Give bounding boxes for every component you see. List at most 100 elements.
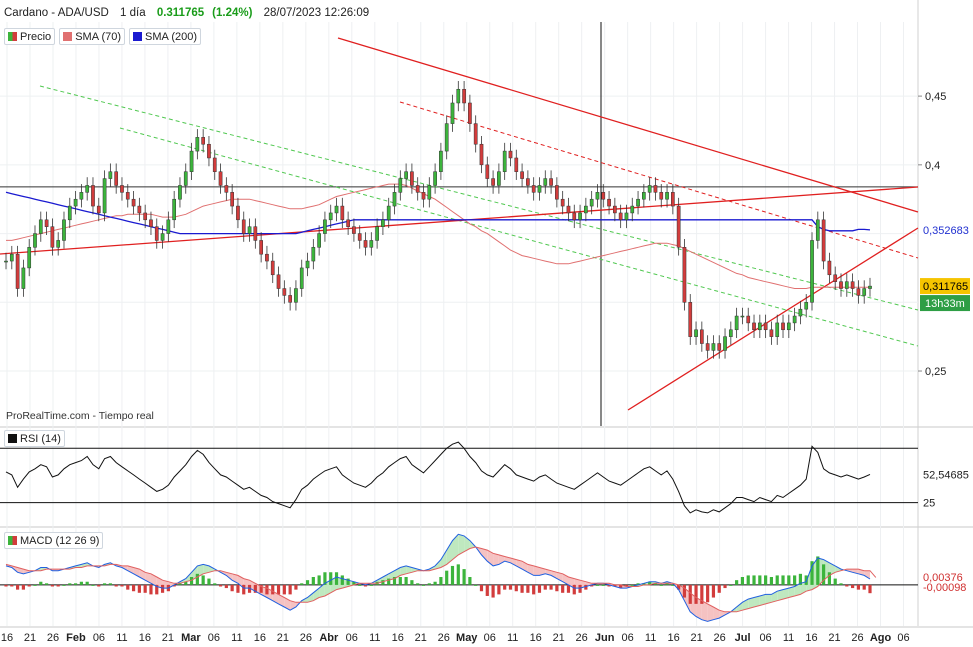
candle-body [369,240,374,248]
macd-fill [481,548,488,562]
candle-body [624,212,629,221]
x-tick-label: 11 [369,632,380,644]
x-tick-label: 16 [1,632,13,644]
macd-fill [446,540,453,565]
macd-fill [533,565,540,576]
candle-body [114,171,119,186]
candle-body [56,240,61,248]
candle-body [653,185,658,193]
macd-histogram-bar [497,584,501,595]
candle-body [323,219,327,234]
macd-histogram-bar [404,577,408,585]
x-tick-label: 06 [484,632,496,644]
y-tick-label: 0,4 [925,160,940,172]
macd-histogram-bar [358,584,362,586]
x-tick-label: 26 [300,632,312,644]
candle-body [804,302,809,310]
macd-histogram-bar [717,584,721,593]
x-tick-label: May [456,632,478,644]
legend-label: SMA (70) [75,30,122,43]
macd-fill [278,594,285,608]
macd-histogram-bar [102,583,107,585]
macd-histogram-bar [172,584,176,587]
macd-histogram-bar [224,584,228,589]
candle-body [752,322,756,331]
x-tick-label: 21 [828,632,840,644]
macd-histogram-bar [346,578,350,585]
macd-fill [498,554,505,565]
macd-histogram-bar [265,584,269,595]
macd-histogram-bar [810,561,814,585]
macd-histogram-bar [329,572,333,585]
x-tick-label: 26 [851,632,863,644]
macd-histogram-bar [781,575,785,585]
candle-body [508,150,513,159]
legend-item-price[interactable]: Precio [4,28,56,45]
x-tick-label: 21 [553,632,565,644]
timeframe-label[interactable]: 1 día [120,7,146,19]
macd-histogram-bar [73,583,78,585]
candle-body [21,267,26,289]
macd-histogram-bar [822,564,826,585]
timestamp: 28/07/2023 12:26:09 [263,7,370,19]
chart-header: Cardano - ADA/USD 1 día 0.311765 (1.24%) … [4,4,377,22]
macd-histogram-bar [218,584,223,587]
x-tick-label: 11 [231,632,242,644]
macd-histogram-bar [340,575,344,585]
candle-body [775,322,780,337]
candle-body [647,185,652,193]
x-tick-label: 26 [438,632,450,644]
candle-body [740,315,745,318]
candle-body [526,178,530,186]
rsi-title[interactable]: RSI (14) [4,430,65,447]
macd-histogram-bar [514,584,518,592]
x-tick-label: 06 [759,632,771,644]
candle-body [381,219,385,227]
macd-histogram-bar [619,584,623,589]
legend-item-sma70[interactable]: SMA (70) [59,28,126,45]
macd-histogram-bar [311,577,315,585]
candle-body [172,198,177,221]
candle-body [108,171,113,179]
candle-body [317,233,321,248]
downtrend-dashed-line [399,101,919,259]
macd-histogram-bar [816,556,820,585]
candle-body [671,192,675,207]
candle-body [462,88,466,104]
legend-item-sma200[interactable]: SMA (200) [129,28,202,45]
macd-histogram-bar [91,584,95,586]
candle-body [282,288,287,296]
legend-label: Precio [20,30,52,43]
macd-fill [510,558,517,566]
candle-body [827,260,832,276]
macd-histogram-bar [317,575,321,585]
macd-histogram-bar [648,581,652,585]
macd-histogram-bar [746,575,750,585]
candle-body [711,343,716,351]
candle-body [531,185,536,193]
candle-body [682,247,687,303]
x-tick-label: 21 [277,632,289,644]
macd-signal-line [5,546,877,613]
macd-fill [539,567,546,576]
macd-histogram-bar [276,584,281,595]
macd-histogram-bar [44,583,49,585]
candle-body [4,260,8,263]
x-tick-label: 06 [208,632,220,644]
macd-histogram-bar [62,584,66,586]
macd-histogram-bar [851,584,855,589]
candle-body [352,226,356,234]
macd-fill [748,597,755,609]
macd-histogram-bar [410,580,414,585]
candle-body [178,185,182,200]
macd-histogram-bar [682,584,687,598]
candle-body [786,322,791,331]
macd-histogram-bar [856,584,860,590]
candle-body [299,267,304,289]
macd-title[interactable]: MACD (12 26 9) [4,532,104,549]
macd-histogram-bar [4,584,8,587]
candle-body [613,205,617,214]
x-tick-label: 16 [668,632,680,644]
timer-label-bg [920,295,970,312]
